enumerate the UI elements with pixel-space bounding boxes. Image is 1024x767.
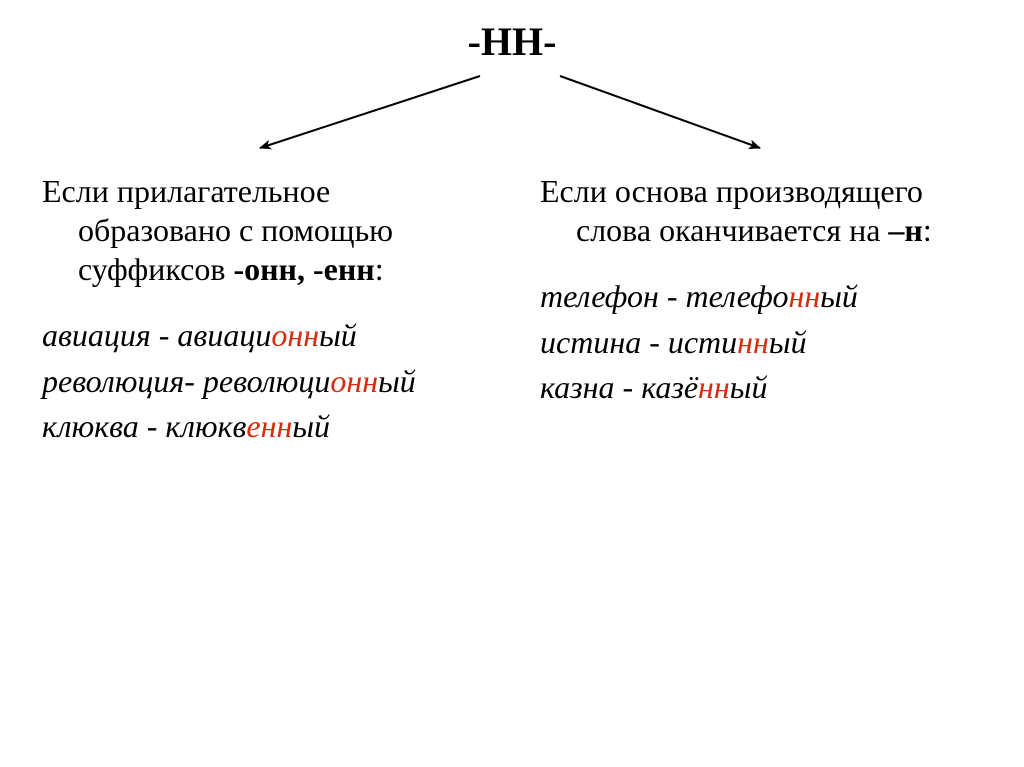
example-line: истина - истинный (540, 320, 980, 365)
example-highlight: нн (698, 369, 730, 405)
example-pre: клюква - клюкв (42, 408, 246, 444)
arrow-right-icon (560, 76, 760, 148)
arrow-diagram (0, 68, 1024, 158)
left-intro: Если прилагательное образовано с помощью… (42, 172, 482, 289)
colon: : (375, 251, 384, 287)
example-line: авиация - авиационный (42, 313, 482, 358)
right-intro: Если основа производящего слова оканчива… (540, 172, 980, 250)
suffix-n: –н (888, 212, 922, 248)
example-highlight: енн (246, 408, 292, 444)
example-highlight: нн (788, 278, 820, 314)
example-post: ый (319, 317, 357, 353)
left-examples: авиация - авиационныйреволюция- революци… (42, 313, 482, 449)
example-pre: революция- революци (42, 363, 330, 399)
example-line: клюква - клюквенный (42, 404, 482, 449)
example-post: ый (378, 363, 416, 399)
example-post: ый (820, 278, 858, 314)
example-post: ый (292, 408, 330, 444)
example-highlight: нн (737, 324, 769, 360)
example-post: ый (769, 324, 807, 360)
colon: : (923, 212, 932, 248)
example-line: телефон - телефонный (540, 274, 980, 319)
example-pre: авиация - авиаци (42, 317, 271, 353)
suffix-enn: -енн (313, 251, 375, 287)
example-pre: телефон - телефо (540, 278, 788, 314)
spacer (305, 251, 313, 287)
example-highlight: онн (271, 317, 319, 353)
example-line: казна - казённый (540, 365, 980, 410)
page-title: -НН- (0, 18, 1024, 65)
left-column: Если прилагательное образовано с помощью… (42, 172, 482, 449)
example-line: революция- революционный (42, 359, 482, 404)
right-column: Если основа производящего слова оканчива… (540, 172, 980, 410)
suffix-onn: -онн, (233, 251, 305, 287)
example-pre: казна - казё (540, 369, 698, 405)
arrow-left-icon (260, 76, 480, 148)
right-examples: телефон - телефонныйистина - истинныйказ… (540, 274, 980, 410)
example-post: ый (730, 369, 768, 405)
example-highlight: онн (330, 363, 378, 399)
example-pre: истина - исти (540, 324, 737, 360)
intro-text: Если основа производящего слова оканчива… (540, 173, 923, 248)
